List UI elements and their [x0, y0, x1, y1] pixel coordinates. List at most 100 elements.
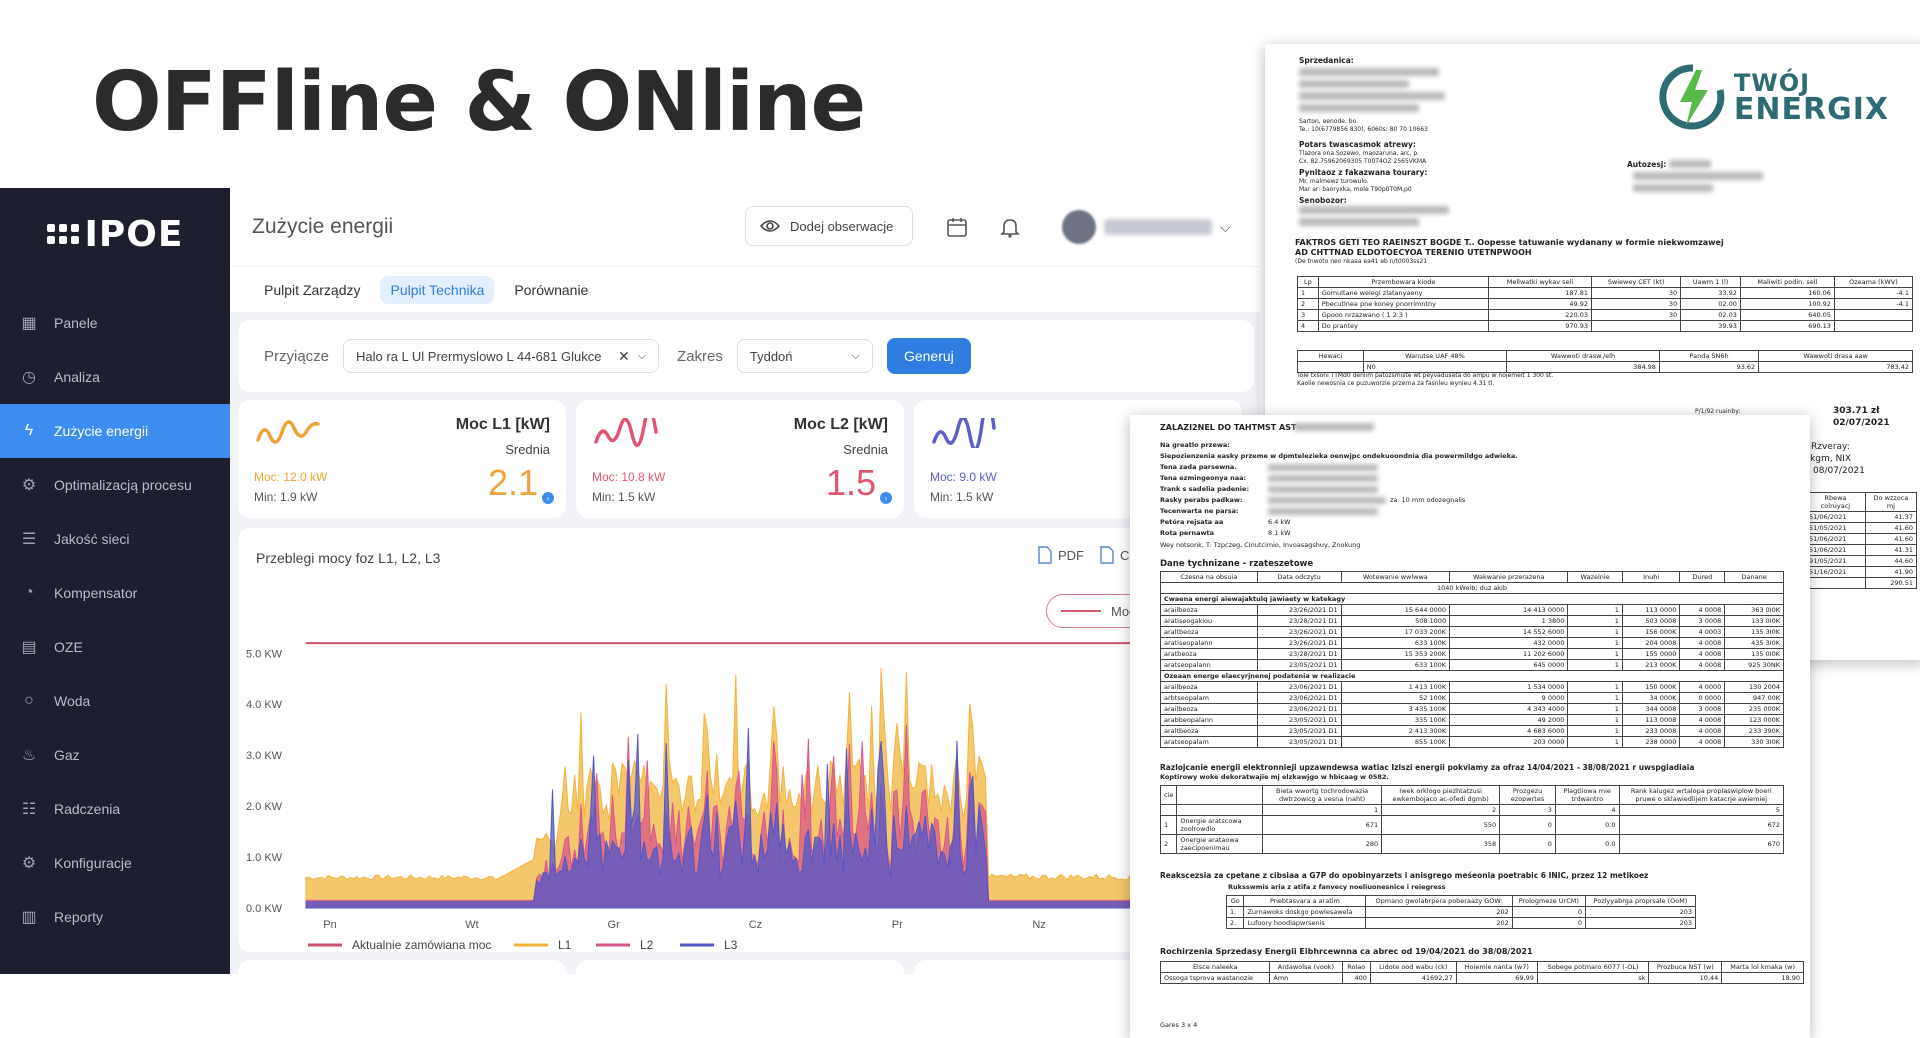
sidebar-item-label: Jakość sieci [54, 531, 130, 547]
card-title: Moc L2 [kW] [793, 416, 888, 433]
table-header-cell: Prozgezu ezopwrtes [1499, 785, 1556, 805]
sidebar-item-10[interactable]: ⚙ Konfiguracje [0, 836, 230, 890]
table-cell: 23/06/2021 D1 [1256, 681, 1342, 693]
table-header-cell: Rank kalugez wrtalopa proplaswiplow boer… [1618, 785, 1785, 805]
table-row: Ossoga tsprova wastanozie Amn 400 41692,27 6… [1159, 972, 1804, 984]
file-icon [1038, 546, 1052, 564]
legend-line-icon [1061, 610, 1101, 612]
notifications-button[interactable] [997, 214, 1023, 240]
table-cell: araltbeoza [1160, 626, 1258, 638]
logo-mark-icon [46, 224, 79, 244]
section-3-title: Reakscezsia za cpetane z cibsiaa a G7P d… [1160, 871, 1649, 880]
export-other-button[interactable]: C [1100, 546, 1129, 564]
tab-2[interactable]: Porównanie [514, 281, 589, 298]
table-cell: 100.92 [1739, 298, 1835, 310]
table-cell: N0 [1362, 361, 1508, 373]
table-cell: 203 0000 [1449, 736, 1569, 748]
table-cell: 02.03 [1680, 309, 1741, 321]
calendar-icon [947, 218, 967, 237]
table-cell: 508 1000 [1340, 615, 1451, 627]
table-header-cell: Elsce naleeka [1159, 961, 1271, 973]
user-menu[interactable]: ⌵ [1062, 208, 1242, 246]
table-cell: 30 [1590, 298, 1682, 310]
table-row: aratseopalann 23/05/2021 D1 633 100K 645 00… [1160, 659, 1784, 671]
table-cell: aratbeoza [1160, 648, 1258, 660]
table-row: 91/05/2021 44.60 [1805, 555, 1918, 567]
calendar-button[interactable] [944, 214, 970, 240]
connection-value: Halo ra L Ul Prermyslowo L 44-681 Glukce [356, 348, 602, 364]
table-cell [1159, 804, 1178, 816]
phase-l1-card: Moc L1 [kW] Srednia Moc: 12.0 kW Min: 1.… [238, 400, 566, 518]
tab-0[interactable]: Pulpit Zarządzy [264, 281, 361, 298]
sidebar-item-7[interactable]: ○ Woda [0, 674, 230, 728]
table-cell: 4 343 4000 [1449, 703, 1569, 715]
gear-icon: ⚙ [21, 855, 37, 872]
table-cell: 156 000K [1621, 626, 1681, 638]
generate-button[interactable]: Generuj [886, 338, 971, 374]
sidebar-item-label: OZE [54, 639, 83, 655]
field-label: Na greatlo przewa: [1160, 441, 1230, 449]
wave-icon [594, 418, 658, 447]
export-pdf-button[interactable]: PDF [1038, 546, 1084, 564]
add-observation-button[interactable]: Dodej obserwacje [745, 206, 913, 246]
sidebar-item-5[interactable]: ◔ Kompensator [0, 566, 230, 620]
table-cell: 23/26/2021 D1 [1256, 637, 1342, 649]
table-cell: 187.81 [1487, 287, 1593, 299]
sidebar-item-1[interactable]: ◷ Analiza [0, 350, 230, 404]
sidebar-item-4[interactable]: ☰ Jakość sieci [0, 512, 230, 566]
info-icon[interactable]: › [542, 492, 554, 504]
table-header-cell: Ardawolsa (vook) [1269, 961, 1343, 973]
sidebar-item-9[interactable]: ☷ Radczenia [0, 782, 230, 836]
table-cell: 233 390K [1724, 725, 1784, 737]
x-tick-label: Nz [1032, 919, 1045, 931]
table-cell: 23/05/2021 D1 [1256, 736, 1342, 748]
payer-line-1: Tlazora ona Sozewo, maozaruna, arc, p. [1299, 150, 1420, 157]
table-cell: 238 0000 [1621, 736, 1681, 748]
table-cell: 203 [1584, 906, 1697, 918]
table-cell: 633 100K [1340, 637, 1451, 649]
table-cell [1297, 361, 1364, 373]
table-cell: 39.93 [1680, 320, 1741, 332]
sidebar-item-label: Konfiguracje [54, 855, 132, 871]
clock-icon: ◷ [22, 369, 36, 386]
tab-1[interactable]: Pulpit Technika [380, 275, 495, 304]
table-cell: Ossoga tsprova wastanozie [1159, 972, 1271, 984]
invoice-title: FAKTROS GETI TEO RAEINSZT BOGDE T.. Oope… [1295, 238, 1724, 247]
table-cell: 155 0000 [1621, 648, 1681, 660]
eye-icon [760, 220, 780, 232]
twoj-energix-logo: TWÓJ ENERGIX [1658, 62, 1889, 134]
sidebar-item-2[interactable]: ϟ Zużycie energii [0, 404, 230, 458]
table-header-cell: Maliwiti podin. sell [1739, 276, 1835, 288]
table-header-cell: Pnebtasvara a aratim [1243, 895, 1367, 907]
table-header-cell: Prozbuca NST (w) [1648, 961, 1723, 973]
sidebar-item-8[interactable]: ♨ Gaz [0, 728, 230, 782]
table-cell: 02.00 [1680, 298, 1741, 310]
field-label: Tecenwarta ne parsa: [1160, 507, 1239, 515]
info-icon[interactable]: › [880, 492, 892, 504]
table-cell: 0.0 [1554, 834, 1620, 854]
export-pdf-label: PDF [1058, 547, 1084, 563]
table-header-cell: Mellwatki wykav seli [1487, 276, 1593, 288]
table-cell: 1 [1567, 637, 1623, 649]
sidebar-item-11[interactable]: ▥ Reporty [0, 890, 230, 944]
clear-icon[interactable]: ✕ [617, 347, 630, 364]
sidebar-item-6[interactable]: ▤ OZE [0, 620, 230, 674]
table-cell: aratiseopalann [1160, 637, 1258, 649]
sidebar-item-label: Reporty [54, 909, 104, 925]
app-logo[interactable]: IPOE [0, 198, 230, 270]
range-select[interactable]: Tyddoń ⌵ [736, 339, 873, 373]
table-header-cell: Swiewey CET (kt) [1590, 276, 1682, 288]
table-cell: 3 0008 [1679, 615, 1726, 627]
table-cell: 1 [1567, 681, 1623, 693]
table-header-cell: Wanutse UAF 48% [1362, 350, 1508, 362]
connection-select[interactable]: Halo ra L Ul Prermyslowo L 44-681 Glukce… [343, 339, 660, 373]
sidebar-menu: ▦ Panele ◷ Analiza ϟ Zużycie energii ⚙ Optimali… [0, 296, 230, 944]
sidebar-item-0[interactable]: ▦ Panele [0, 296, 230, 350]
table-cell: 23/06/2021 D1 [1256, 692, 1342, 704]
sidebar-item-label: Panele [54, 315, 98, 331]
table-cell: 130 2004 [1724, 681, 1784, 693]
table-cell: 280 [1261, 834, 1383, 854]
field-label: Tena zada parsewna. [1160, 463, 1237, 471]
table-cell: 51/16/2021 [1805, 566, 1866, 578]
sidebar-item-3[interactable]: ⚙ Optimalizacją procesu [0, 458, 230, 512]
